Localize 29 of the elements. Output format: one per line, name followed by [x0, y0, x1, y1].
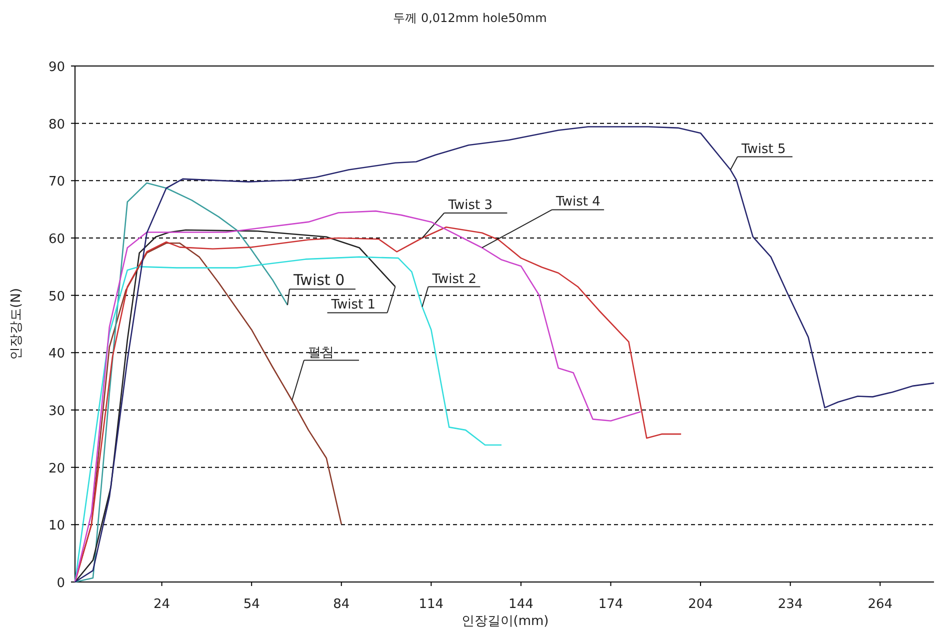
y-tick-label: 0	[56, 576, 65, 591]
y-tick-label: 20	[48, 461, 65, 476]
series-label: Twist 5	[740, 142, 786, 157]
x-axis-title: 인장길이(mm)	[461, 614, 549, 629]
x-tick-label: 24	[154, 597, 170, 612]
y-tick-label: 10	[48, 518, 65, 534]
y-tick-label: 50	[48, 289, 65, 304]
y-tick-label: 30	[48, 404, 65, 419]
y-tick-label: 90	[48, 60, 65, 75]
x-tick-label: 54	[243, 597, 260, 612]
legend-label: Twist 1	[330, 298, 376, 313]
x-tick-label: 204	[688, 597, 713, 612]
y-axis-title: 인장강도(N)	[9, 288, 24, 360]
y-tick-label: 60	[48, 232, 65, 247]
series-label: Twist 2	[431, 272, 477, 287]
x-tick-label: 174	[598, 597, 624, 612]
series-label: Twist 0	[292, 271, 345, 290]
x-tick-label: 114	[418, 597, 444, 612]
x-tick-label: 264	[868, 597, 893, 612]
chart-title: 두께 0,012mm hole50mm	[393, 11, 547, 25]
text: 펼침	[308, 345, 334, 360]
x-tick-label: 144	[508, 597, 534, 612]
text: Twist 4	[555, 194, 600, 210]
x-tick-label: 234	[778, 597, 803, 612]
y-tick-label: 80	[48, 117, 65, 132]
y-tick-label: 40	[48, 346, 65, 362]
series-label: Twist 3	[447, 198, 493, 213]
y-tick-label: 70	[48, 174, 65, 190]
x-tick-label: 84	[333, 597, 350, 612]
